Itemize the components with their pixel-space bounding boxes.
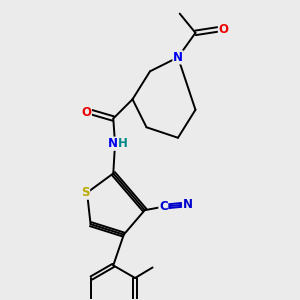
Text: H: H <box>118 137 128 150</box>
Text: N: N <box>108 137 118 150</box>
Text: N: N <box>173 51 183 64</box>
Text: O: O <box>218 23 228 36</box>
Text: O: O <box>81 106 92 119</box>
Text: S: S <box>81 186 90 199</box>
Text: C: C <box>159 200 168 213</box>
Text: N: N <box>183 198 193 212</box>
